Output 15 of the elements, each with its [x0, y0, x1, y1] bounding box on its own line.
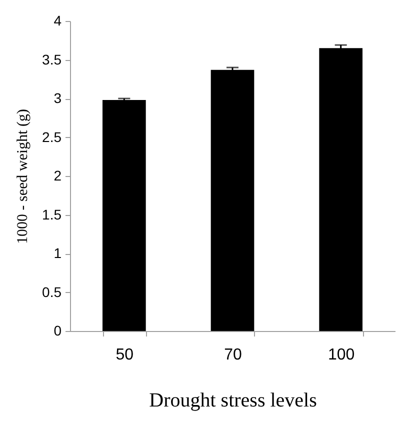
x-tick-label: 70	[224, 346, 242, 364]
y-tick-label: 3.5	[42, 51, 62, 68]
y-tick-label: 1.5	[42, 206, 62, 222]
x-axis-title: Drought stress levels	[149, 390, 318, 412]
y-tick-label: 2	[54, 168, 62, 184]
y-tick-label: 4	[54, 12, 62, 28]
y-tick-label: 2.5	[42, 128, 62, 145]
y-tick-label: 0.5	[42, 284, 62, 300]
x-tick-label: 100	[328, 346, 355, 364]
y-tick-label: 1	[54, 245, 62, 261]
y-axis-title: 1000 - seed weight (g)	[15, 109, 32, 244]
y-tick-label: 0	[54, 322, 62, 338]
bar	[319, 48, 362, 331]
y-tick-label: 3	[54, 90, 62, 106]
x-tick-label: 50	[116, 346, 134, 364]
